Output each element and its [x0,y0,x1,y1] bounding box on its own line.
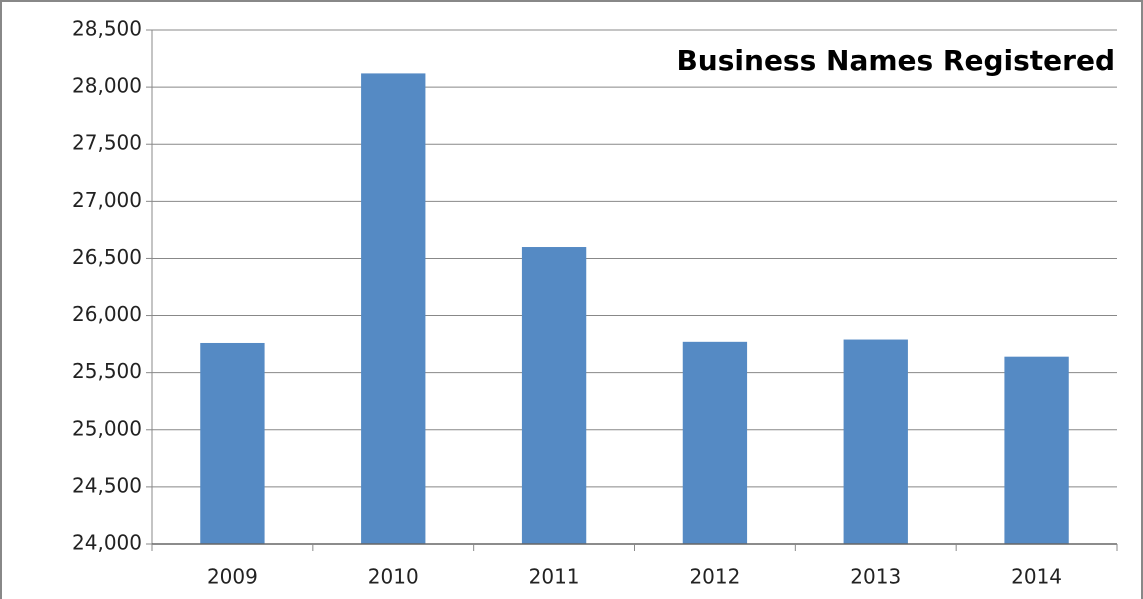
bar [200,342,265,544]
y-tick-label: 28,500 [72,17,142,41]
bar [361,73,426,544]
bar [682,341,748,544]
x-tick-label: 2011 [529,565,580,589]
y-tick-label: 25,000 [72,416,142,440]
y-tick-label: 27,000 [72,188,142,212]
x-tick-label: 2009 [207,565,258,589]
y-tick-label: 26,500 [72,245,142,269]
x-tick-label: 2014 [1011,565,1062,589]
bar [843,339,908,544]
y-tick-label: 25,500 [72,359,142,383]
x-tick-label: 2013 [850,565,901,589]
x-tick-label: 2010 [368,565,419,589]
bar [521,247,587,544]
y-tick-label: 24,000 [72,531,142,555]
chart-title: Business Names Registered [676,44,1115,77]
y-tick-label: 26,000 [72,302,142,326]
y-tick-label: 27,500 [72,131,142,155]
y-tick-label: 28,000 [72,74,142,98]
y-tick-label: 24,500 [72,473,142,497]
x-tick-label: 2012 [689,565,740,589]
bar [1004,356,1069,544]
